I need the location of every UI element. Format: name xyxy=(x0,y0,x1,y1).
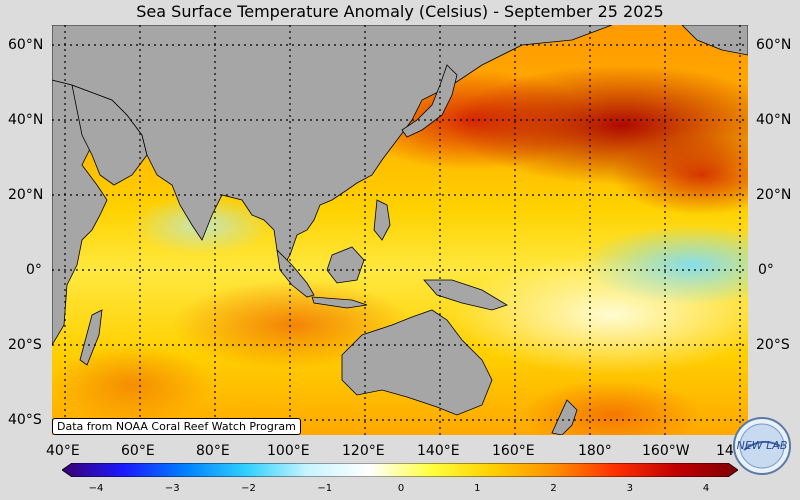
lat-label-left: 0° xyxy=(26,262,42,278)
colorbar-tick-label: 2 xyxy=(550,483,557,494)
lon-label: 120°E xyxy=(342,443,385,459)
colorbar-tick-label: 1 xyxy=(474,483,481,494)
map-overlay xyxy=(52,25,748,435)
colorbar-tick-label: −4 xyxy=(88,483,104,494)
land-new-guinea xyxy=(423,279,508,311)
logo-text: NEW LAB xyxy=(737,439,788,452)
lon-label: 80°E xyxy=(196,443,230,459)
lat-label-right: 20°S xyxy=(756,337,790,353)
lat-label-right: 60°N xyxy=(756,37,792,53)
colorbar xyxy=(61,462,739,478)
lon-label: 180° xyxy=(578,443,612,459)
land-madagascar xyxy=(79,309,103,366)
land-australia xyxy=(341,309,493,416)
land-north-america xyxy=(681,25,748,56)
lon-label: 100°E xyxy=(267,443,310,459)
lat-label-left: 60°N xyxy=(8,37,44,53)
land-sumatra xyxy=(276,248,315,298)
lat-label-right: 20°N xyxy=(756,187,792,203)
lat-label-right: 0° xyxy=(758,262,774,278)
land-philippines xyxy=(373,199,391,241)
colorbar-tick-label: −1 xyxy=(317,483,333,494)
lat-label-left: 40°N xyxy=(8,112,44,128)
land-java xyxy=(311,296,368,309)
map-title: Sea Surface Temperature Anomaly (Celsius… xyxy=(136,2,664,21)
lat-label-left: 20°S xyxy=(8,337,42,353)
lat-label-right: 40°N xyxy=(756,112,792,128)
lon-label: 160°W xyxy=(642,443,690,459)
land-japan xyxy=(401,64,458,138)
sst-anomaly-map xyxy=(52,25,748,435)
lon-label: 40°E xyxy=(46,443,80,459)
data-credit: Data from NOAA Coral Reef Watch Program xyxy=(52,418,301,435)
colorbar-tick-label: 4 xyxy=(702,483,710,494)
colorbar-svg xyxy=(61,462,739,478)
colorbar-tick-label: 0 xyxy=(397,483,405,494)
colorbar-tick-label: −2 xyxy=(241,483,256,494)
colorbar-tick-label: −3 xyxy=(164,483,180,494)
lon-label: 140°E xyxy=(417,443,460,459)
new-lab-logo: NEW LAB xyxy=(732,416,792,476)
lon-label: 60°E xyxy=(121,443,155,459)
colorbar-bar xyxy=(61,462,739,478)
colorbar-tick-label: 3 xyxy=(626,483,633,494)
land-new-zealand xyxy=(551,399,578,435)
land-borneo xyxy=(326,246,365,284)
lat-label-left: 20°N xyxy=(8,187,44,203)
lon-label: 160°E xyxy=(492,443,535,459)
lat-label-left: 40°S xyxy=(8,412,42,428)
